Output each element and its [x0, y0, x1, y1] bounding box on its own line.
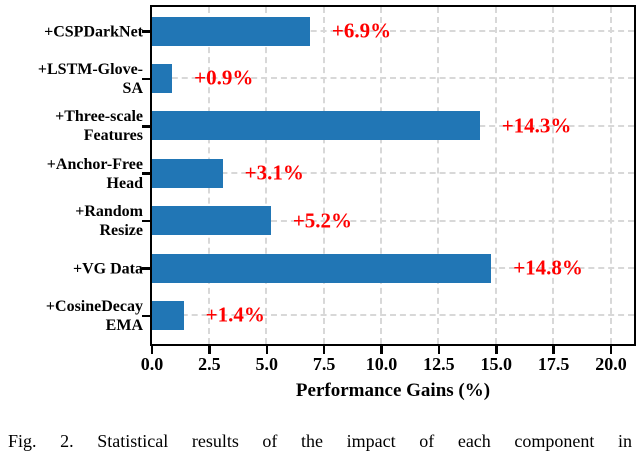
vertical-gridline [609, 6, 612, 344]
value-label: +14.3% [501, 113, 572, 138]
horizontal-gridline [151, 77, 634, 80]
value-label: +14.8% [513, 255, 583, 280]
x-tick-label: 7.5 [312, 354, 336, 374]
y-tick-mark [141, 219, 150, 223]
x-axis-title: Performance Gains (%) [295, 380, 491, 401]
x-tick-mark [265, 346, 268, 354]
bar [151, 111, 480, 141]
x-tick-label: 0.0 [140, 354, 164, 374]
bar [151, 158, 223, 188]
bar [151, 206, 271, 236]
vertical-gridline [265, 6, 268, 344]
x-tick-label: 15.0 [480, 354, 513, 374]
x-tick-mark [495, 346, 498, 354]
category-label: +VG Data [73, 260, 143, 277]
horizontal-gridline [151, 172, 634, 175]
horizontal-gridline [151, 30, 634, 32]
vertical-gridline [552, 6, 555, 344]
category-label: +LSTM-Glove- SA [37, 60, 143, 97]
x-tick-label: 20.0 [595, 354, 627, 374]
x-tick-label: 5.0 [255, 354, 279, 374]
vertical-gridline [322, 6, 325, 344]
category-label: +Three-scale Features [55, 108, 143, 145]
bar [151, 253, 492, 283]
y-tick-mark [141, 30, 150, 33]
y-tick-mark [141, 77, 150, 81]
category-label: +CSPDarkNet [44, 23, 143, 40]
figure-caption: Fig. 2. Statistical results of the impac… [8, 431, 632, 451]
category-label: +CosineDecay EMA [45, 297, 143, 334]
x-tick-label: 12.5 [423, 354, 455, 374]
x-tick-mark [322, 346, 326, 354]
y-tick-mark [141, 314, 150, 318]
x-tick-mark [437, 346, 441, 354]
bar [151, 16, 310, 46]
vertical-gridline [380, 6, 383, 344]
x-tick-label: 17.5 [537, 354, 570, 374]
value-label: +0.9% [194, 65, 254, 90]
horizontal-gridline [151, 314, 634, 317]
bar [151, 63, 173, 93]
x-tick-mark [380, 346, 383, 354]
value-label: +5.2% [292, 208, 353, 233]
y-tick-mark [141, 267, 150, 270]
x-tick-mark [208, 346, 211, 354]
x-tick-mark [609, 346, 613, 354]
x-tick-label: 2.5 [198, 354, 221, 374]
x-tick-mark [552, 346, 555, 354]
bar-chart-figure: +6.9% +0.9% +14.3% +3.1% +5.2% +14.8% +1.4% +C… [8, 4, 636, 451]
horizontal-gridline [151, 219, 634, 222]
value-label: +1.4% [205, 302, 265, 327]
bar [151, 300, 184, 330]
vertical-gridline [437, 6, 440, 344]
y-tick-mark [141, 125, 150, 128]
value-label: +3.1% [244, 160, 304, 185]
y-tick-mark [141, 172, 150, 175]
x-tick-label: 10.0 [365, 354, 398, 374]
value-label: +6.9% [331, 18, 392, 43]
category-label: +Random Resize [75, 203, 143, 240]
plot-area: +6.9% +0.9% +14.3% +3.1% +5.2% +14.8% +1.4% [149, 4, 636, 346]
category-label: +Anchor-Free Head [46, 155, 143, 192]
vertical-gridline [494, 6, 497, 344]
x-tick-mark [150, 346, 154, 354]
